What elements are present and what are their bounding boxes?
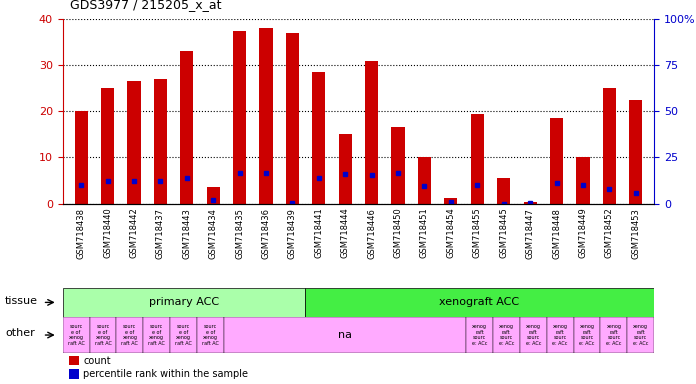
- Bar: [224, 317, 466, 353]
- Bar: [627, 317, 654, 353]
- Bar: [546, 317, 574, 353]
- Bar: [286, 33, 299, 204]
- Text: GSM718454: GSM718454: [446, 208, 455, 258]
- Text: GSM718451: GSM718451: [420, 208, 429, 258]
- Text: xenog
raft
sourc
e: ACc: xenog raft sourc e: ACc: [553, 324, 568, 346]
- Text: xenograft ACC: xenograft ACC: [439, 297, 519, 308]
- Text: GSM718455: GSM718455: [473, 208, 482, 258]
- Bar: [497, 178, 510, 204]
- Bar: [116, 317, 143, 353]
- Text: sourc
e of
xenog
raft AC: sourc e of xenog raft AC: [68, 324, 84, 346]
- Text: GSM718446: GSM718446: [367, 208, 376, 258]
- Text: GSM718452: GSM718452: [605, 208, 614, 258]
- Bar: [68, 356, 79, 366]
- Text: na: na: [338, 330, 352, 340]
- Bar: [90, 317, 116, 353]
- Bar: [74, 111, 88, 204]
- Text: xenog
raft
sourc
e: ACc: xenog raft sourc e: ACc: [633, 324, 649, 346]
- Bar: [171, 317, 197, 353]
- Text: sourc
e of
xenog
raft AC: sourc e of xenog raft AC: [95, 324, 111, 346]
- Bar: [143, 317, 171, 353]
- Bar: [63, 288, 305, 317]
- Text: GSM718441: GSM718441: [315, 208, 324, 258]
- Text: GSM718439: GSM718439: [288, 208, 297, 258]
- Text: GSM718449: GSM718449: [578, 208, 587, 258]
- Bar: [260, 28, 273, 204]
- Text: GSM718443: GSM718443: [182, 208, 191, 258]
- Text: xenog
raft
sourc
e: ACc: xenog raft sourc e: ACc: [525, 324, 541, 346]
- Bar: [101, 88, 114, 204]
- Bar: [523, 202, 537, 204]
- Bar: [444, 198, 457, 204]
- Bar: [418, 157, 431, 204]
- Text: sourc
e of
xenog
raft AC: sourc e of xenog raft AC: [148, 324, 165, 346]
- Bar: [520, 317, 546, 353]
- Bar: [493, 317, 520, 353]
- Text: percentile rank within the sample: percentile rank within the sample: [84, 369, 248, 379]
- Bar: [466, 317, 493, 353]
- Text: GSM718435: GSM718435: [235, 208, 244, 258]
- Text: GSM718434: GSM718434: [209, 208, 218, 258]
- Bar: [574, 317, 601, 353]
- Text: GSM718445: GSM718445: [499, 208, 508, 258]
- Text: GSM718448: GSM718448: [552, 208, 561, 258]
- Bar: [339, 134, 352, 204]
- Text: GSM718436: GSM718436: [262, 208, 271, 259]
- Text: GSM718447: GSM718447: [525, 208, 535, 258]
- Bar: [550, 118, 563, 204]
- Text: GSM718440: GSM718440: [103, 208, 112, 258]
- Bar: [197, 317, 224, 353]
- Bar: [576, 157, 590, 204]
- Text: GSM718444: GSM718444: [341, 208, 349, 258]
- Bar: [391, 127, 404, 204]
- Bar: [180, 51, 193, 204]
- Text: primary ACC: primary ACC: [148, 297, 219, 308]
- Text: xenog
raft
sourc
e: ACc: xenog raft sourc e: ACc: [498, 324, 514, 346]
- Text: sourc
e of
xenog
raft AC: sourc e of xenog raft AC: [202, 324, 219, 346]
- Text: xenog
raft
sourc
e: ACc: xenog raft sourc e: ACc: [606, 324, 622, 346]
- Text: sourc
e of
xenog
raft AC: sourc e of xenog raft AC: [121, 324, 139, 346]
- Text: GSM718438: GSM718438: [77, 208, 86, 259]
- Bar: [601, 317, 627, 353]
- Text: sourc
e of
xenog
raft AC: sourc e of xenog raft AC: [175, 324, 192, 346]
- Bar: [603, 88, 616, 204]
- Text: GDS3977 / 215205_x_at: GDS3977 / 215205_x_at: [70, 0, 221, 12]
- Bar: [305, 288, 654, 317]
- Text: xenog
raft
sourc
e: ACc: xenog raft sourc e: ACc: [579, 324, 594, 346]
- Text: GSM718437: GSM718437: [156, 208, 165, 259]
- Text: other: other: [5, 328, 35, 338]
- Text: GSM718453: GSM718453: [631, 208, 640, 258]
- Bar: [154, 79, 167, 204]
- Bar: [207, 187, 220, 204]
- Text: tissue: tissue: [5, 296, 38, 306]
- Text: GSM718450: GSM718450: [393, 208, 402, 258]
- Text: GSM718442: GSM718442: [129, 208, 139, 258]
- Bar: [63, 317, 90, 353]
- Text: count: count: [84, 356, 111, 366]
- Bar: [233, 31, 246, 204]
- Bar: [313, 72, 326, 204]
- Bar: [127, 81, 141, 204]
- Bar: [629, 100, 642, 204]
- Bar: [68, 369, 79, 379]
- Bar: [365, 61, 378, 204]
- Text: xenog
raft
sourc
e: ACc: xenog raft sourc e: ACc: [472, 324, 487, 346]
- Bar: [470, 114, 484, 204]
